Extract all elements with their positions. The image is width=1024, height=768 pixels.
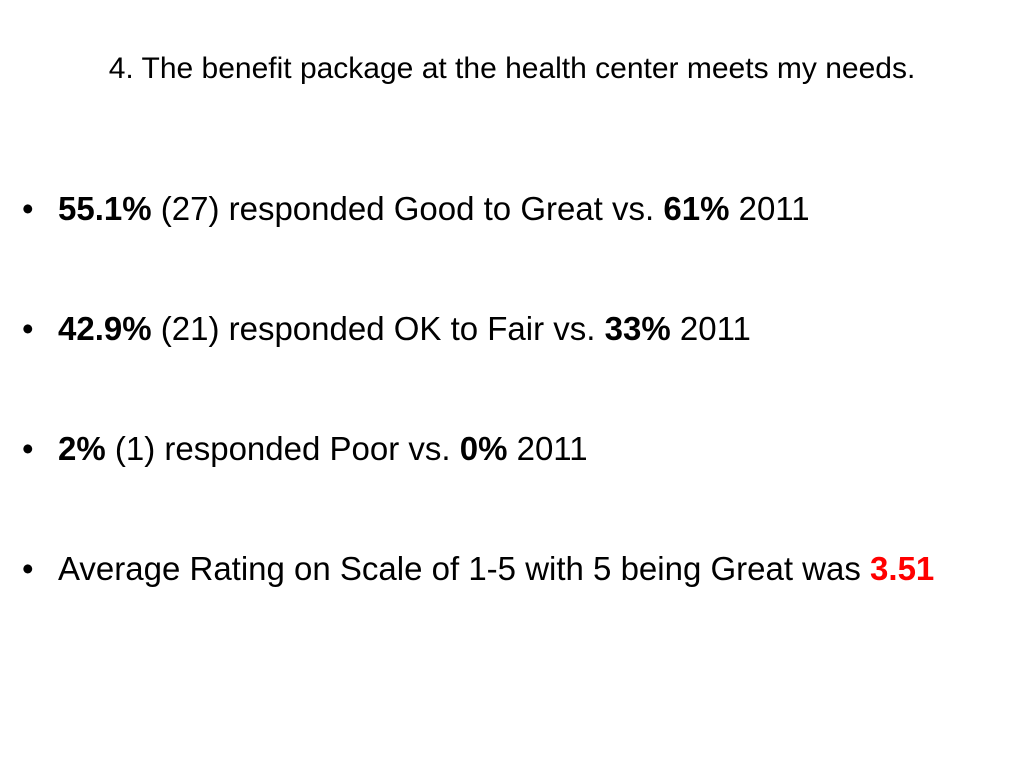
percent: 0% <box>459 430 508 467</box>
average-rating: 3.51 <box>870 550 935 587</box>
bullet-text: (21) responded OK to Fair vs. <box>160 310 596 347</box>
bullet: 55.1% (27) responded Good to Great vs. 6… <box>22 184 1008 234</box>
bullet-text: (1) responded Poor vs. <box>114 430 451 467</box>
year: 2011 <box>738 190 810 227</box>
percent: 33% <box>604 310 671 347</box>
percent: 61% <box>663 190 730 227</box>
bullet: Average Rating on Scale of 1-5 with 5 be… <box>22 544 988 594</box>
year: 2011 <box>679 310 751 347</box>
bullet-text: Average Rating on Scale of 1-5 with 5 be… <box>58 550 861 587</box>
bullet-text: (27) responded Good to Great vs. <box>160 190 655 227</box>
percent: 55.1% <box>58 190 152 227</box>
percent: 42.9% <box>58 310 152 347</box>
bullet: 2% (1) responded Poor vs. 0% 2011 <box>22 424 1008 474</box>
year: 2011 <box>516 430 588 467</box>
slide-title: 4. The benefit package at the health cen… <box>108 52 916 85</box>
percent: 2% <box>58 430 106 467</box>
bullet: 42.9% (21) responded OK to Fair vs. 33% … <box>22 304 1008 354</box>
